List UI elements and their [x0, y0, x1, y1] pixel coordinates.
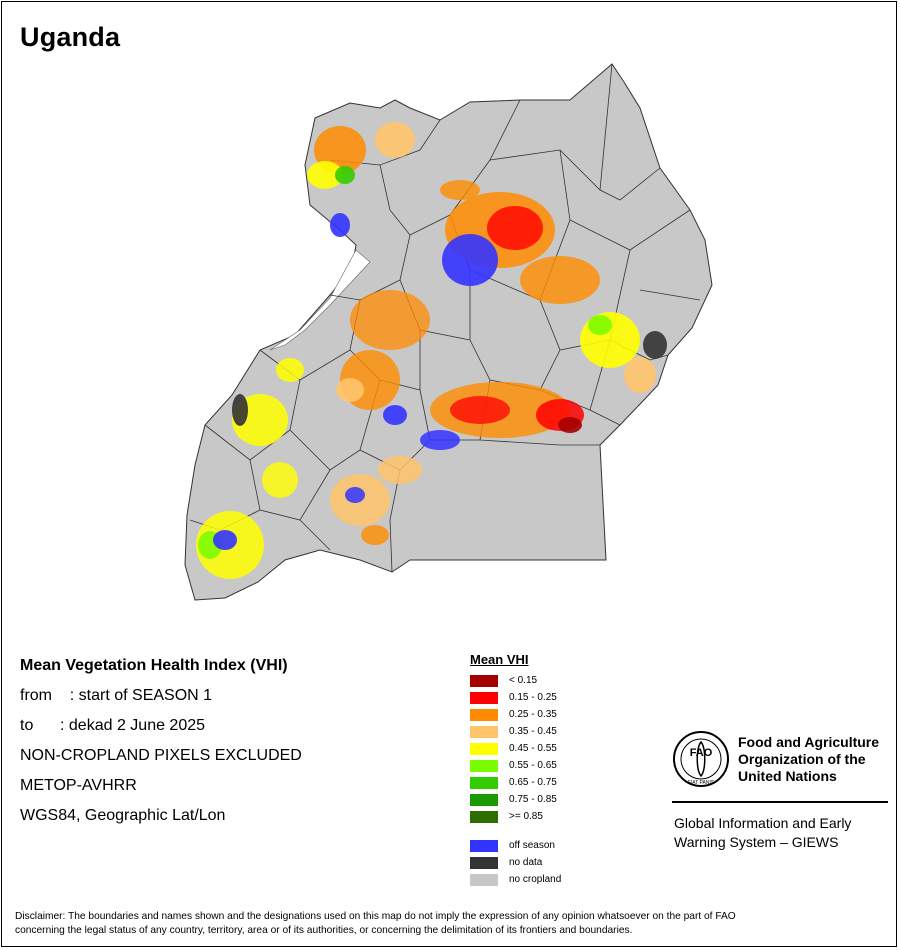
legend-class-label: 0.35 - 0.45: [509, 726, 557, 737]
fao-logo-motto: FIAT PANIS: [688, 780, 715, 786]
legend-class-row: >= 0.85: [470, 808, 561, 825]
period-to: to : dekad 2 June 2025: [20, 717, 206, 734]
giews-line2: Warning System – GIEWS: [674, 834, 839, 850]
fao-name: Food and Agriculture Organization of the…: [738, 734, 900, 785]
legend-other-swatch: [470, 839, 498, 852]
fao-divider: [672, 801, 888, 803]
map-legend: Mean VHI < 0.15 0.15 - 0.25 0.25 - 0.35 0.3…: [470, 652, 561, 888]
legend-class-row: 0.45 - 0.55: [470, 740, 561, 757]
legend-other-swatch: [470, 856, 498, 869]
legend-class-swatch: [470, 691, 498, 704]
projection-note: WGS84, Geographic Lat/Lon: [20, 807, 226, 824]
fao-logo-icon: FAO FIAT PANIS: [673, 731, 729, 787]
vhi-cluster-east: [580, 312, 667, 393]
index-heading: Mean Vegetation Health Index (VHI): [20, 657, 288, 674]
legend-other-row: no cropland: [470, 871, 561, 888]
legend-class-label: 0.45 - 0.55: [509, 743, 557, 754]
legend-class-swatch: [470, 725, 498, 738]
legend-class-swatch: [470, 674, 498, 687]
giews-name: Global Information and Early Warning Sys…: [674, 814, 894, 852]
legend-class-label: 0.65 - 0.75: [509, 777, 557, 788]
vhi-cluster-central: [336, 290, 584, 450]
map-title: Uganda: [20, 22, 121, 52]
fao-name-line2: Organization of the: [738, 751, 866, 767]
legend-class-row: < 0.15: [470, 672, 561, 689]
disclaimer: Disclaimer: The boundaries and names sho…: [15, 910, 885, 938]
fao-logo-letters: FAO: [690, 747, 713, 759]
legend-class-row: 0.55 - 0.65: [470, 757, 561, 774]
legend-class-row: 0.35 - 0.45: [470, 723, 561, 740]
legend-other-label: no data: [509, 857, 543, 868]
disclaimer-line1: Disclaimer: The boundaries and names sho…: [15, 911, 736, 922]
legend-class-label: >= 0.85: [509, 811, 543, 822]
legend-other-label: no cropland: [509, 874, 562, 885]
legend-other-row: off season: [470, 837, 561, 854]
vhi-cluster-north: [440, 180, 600, 304]
legend-class-label: 0.55 - 0.65: [509, 760, 557, 771]
uganda-outline: [184, 63, 713, 601]
sensor-name: METOP-AVHRR: [20, 777, 137, 794]
legend-title: Mean VHI: [470, 652, 529, 667]
legend-class-swatch: [470, 759, 498, 772]
legend-other-row: no data: [470, 854, 561, 871]
exclusion-note: NON-CROPLAND PIXELS EXCLUDED: [20, 747, 302, 764]
legend-class-label: 0.75 - 0.85: [509, 794, 557, 805]
legend-other-label: off season: [509, 840, 555, 851]
legend-class-swatch: [470, 793, 498, 806]
legend-class-swatch: [470, 810, 498, 823]
legend-classes: < 0.15 0.15 - 0.25 0.25 - 0.35 0.35 - 0.45 0…: [470, 672, 561, 825]
fao-name-line1: Food and Agriculture: [738, 734, 880, 750]
vhi-cluster-southwest: [196, 358, 422, 579]
disclaimer-line2: concerning the legal status of any count…: [15, 925, 633, 936]
legend-other: off season no data no cropland: [470, 837, 561, 888]
giews-line1: Global Information and Early: [674, 815, 852, 831]
legend-other-swatch: [470, 873, 498, 886]
legend-class-label: 0.15 - 0.25: [509, 692, 557, 703]
legend-class-label: < 0.15: [509, 675, 538, 686]
legend-class-row: 0.65 - 0.75: [470, 774, 561, 791]
legend-class-row: 0.15 - 0.25: [470, 689, 561, 706]
vhi-cluster-west-nile: [307, 122, 415, 237]
legend-class-swatch: [470, 708, 498, 721]
lake-albert: [269, 249, 371, 351]
legend-class-swatch: [470, 742, 498, 755]
fao-name-line3: United Nations: [738, 768, 837, 784]
uganda-vhi-map: [184, 63, 713, 601]
legend-class-label: 0.25 - 0.35: [509, 709, 557, 720]
map-info: Mean Vegetation Health Index (VHI) from …: [20, 656, 302, 836]
legend-class-row: 0.25 - 0.35: [470, 706, 561, 723]
period-from: from : start of SEASON 1: [20, 687, 213, 704]
legend-class-row: 0.75 - 0.85: [470, 791, 561, 808]
legend-class-swatch: [470, 776, 498, 789]
